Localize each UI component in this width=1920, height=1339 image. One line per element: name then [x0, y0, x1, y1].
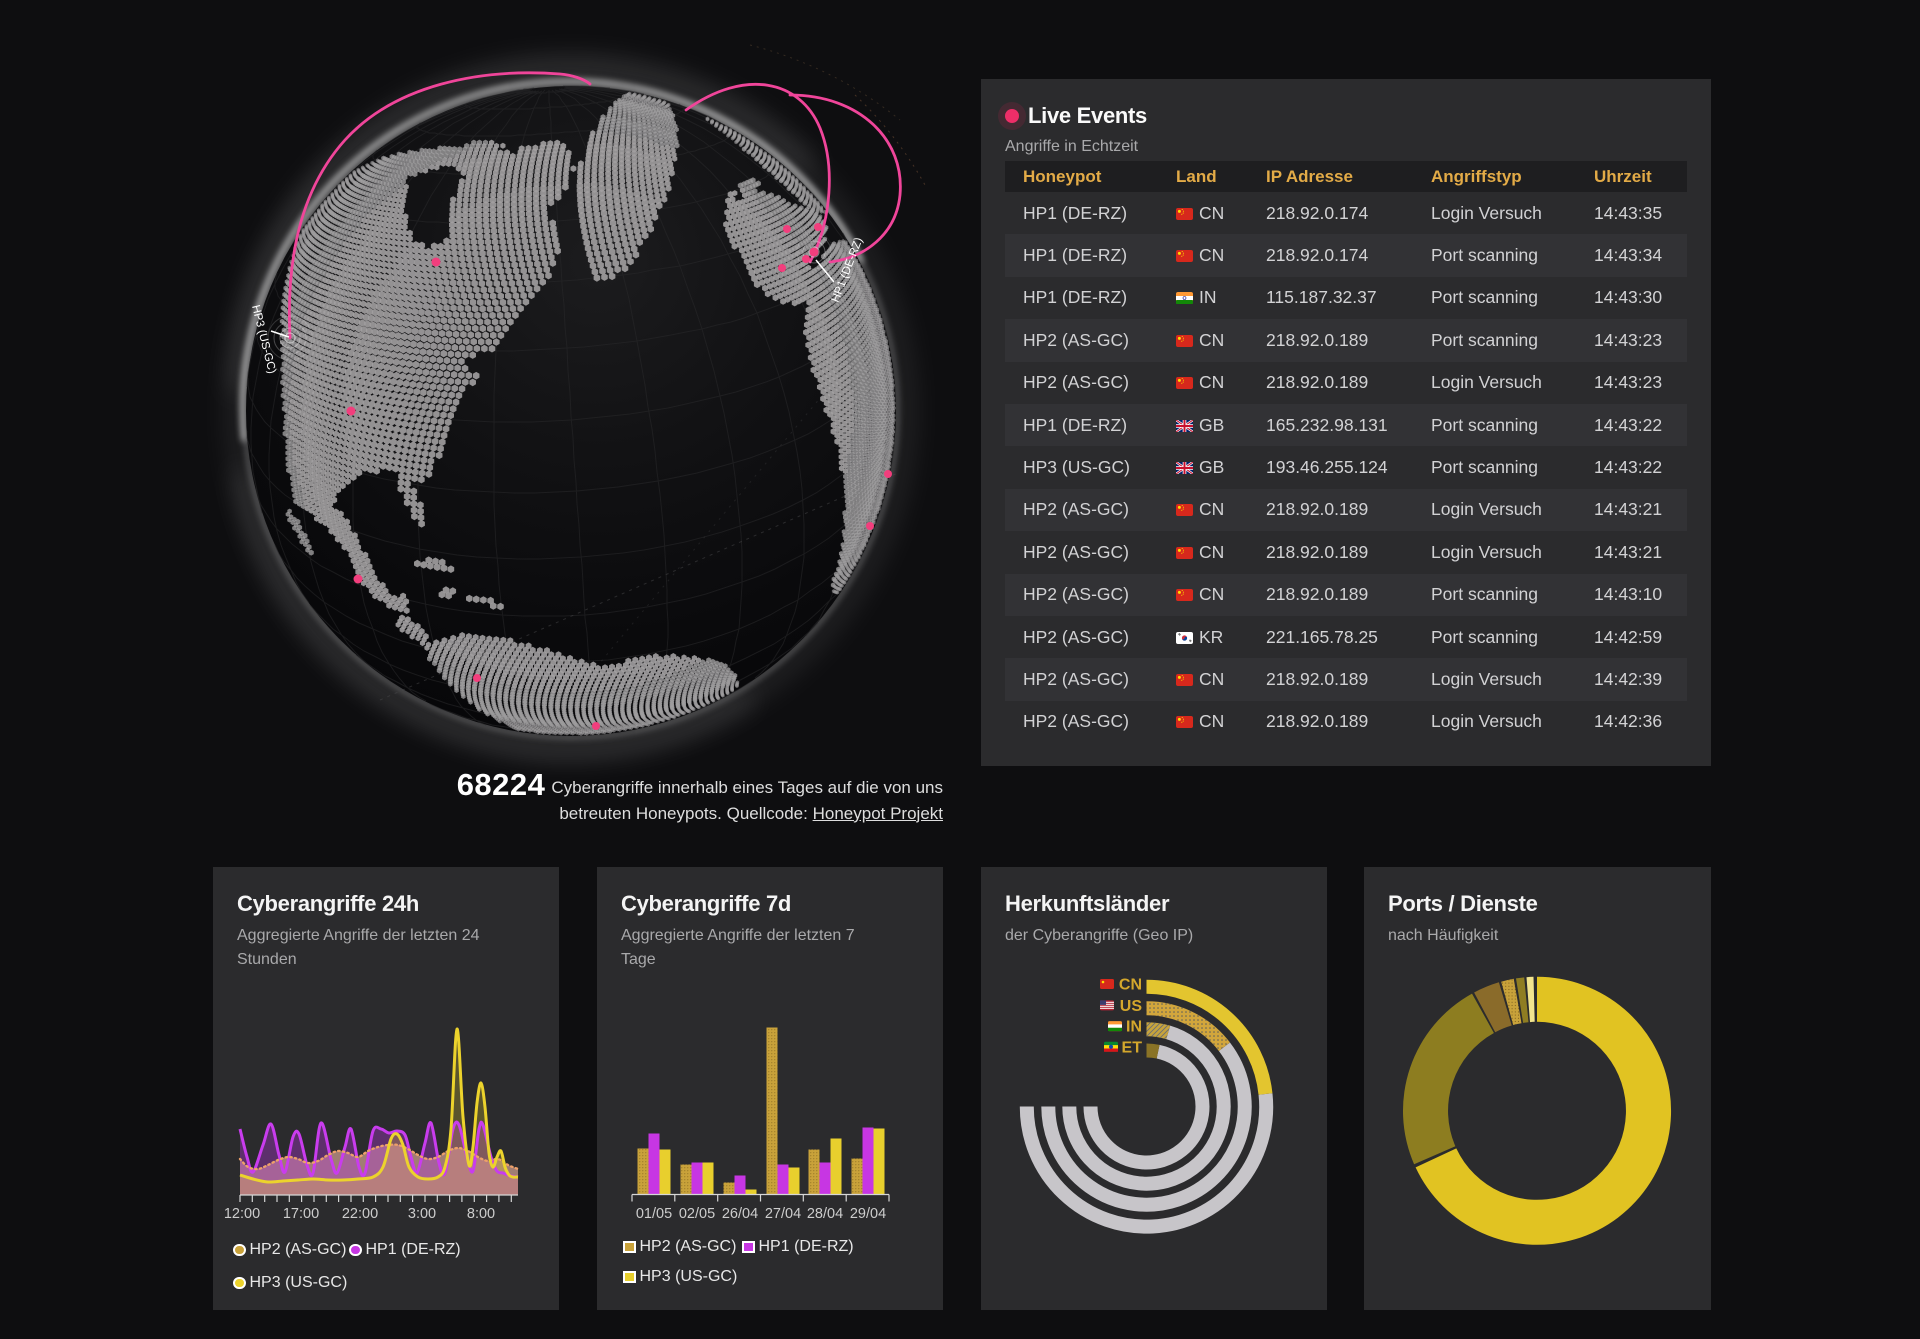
svg-text:17:00: 17:00 — [283, 1206, 319, 1222]
svg-text:26/04: 26/04 — [722, 1206, 758, 1222]
svg-text:12:00: 12:00 — [224, 1206, 260, 1222]
svg-text:3:00: 3:00 — [408, 1206, 436, 1222]
svg-text:CN: CN — [1119, 977, 1142, 994]
svg-text:27/04: 27/04 — [765, 1206, 801, 1222]
svg-text:8:00: 8:00 — [467, 1206, 495, 1222]
svg-text:02/05: 02/05 — [679, 1206, 715, 1222]
svg-text:IN: IN — [1126, 1019, 1142, 1036]
svg-text:ET: ET — [1122, 1039, 1143, 1056]
svg-text:01/05: 01/05 — [636, 1206, 672, 1222]
svg-text:22:00: 22:00 — [342, 1206, 378, 1222]
svg-text:US: US — [1120, 998, 1143, 1015]
svg-text:29/04: 29/04 — [850, 1206, 886, 1222]
svg-text:28/04: 28/04 — [807, 1206, 843, 1222]
